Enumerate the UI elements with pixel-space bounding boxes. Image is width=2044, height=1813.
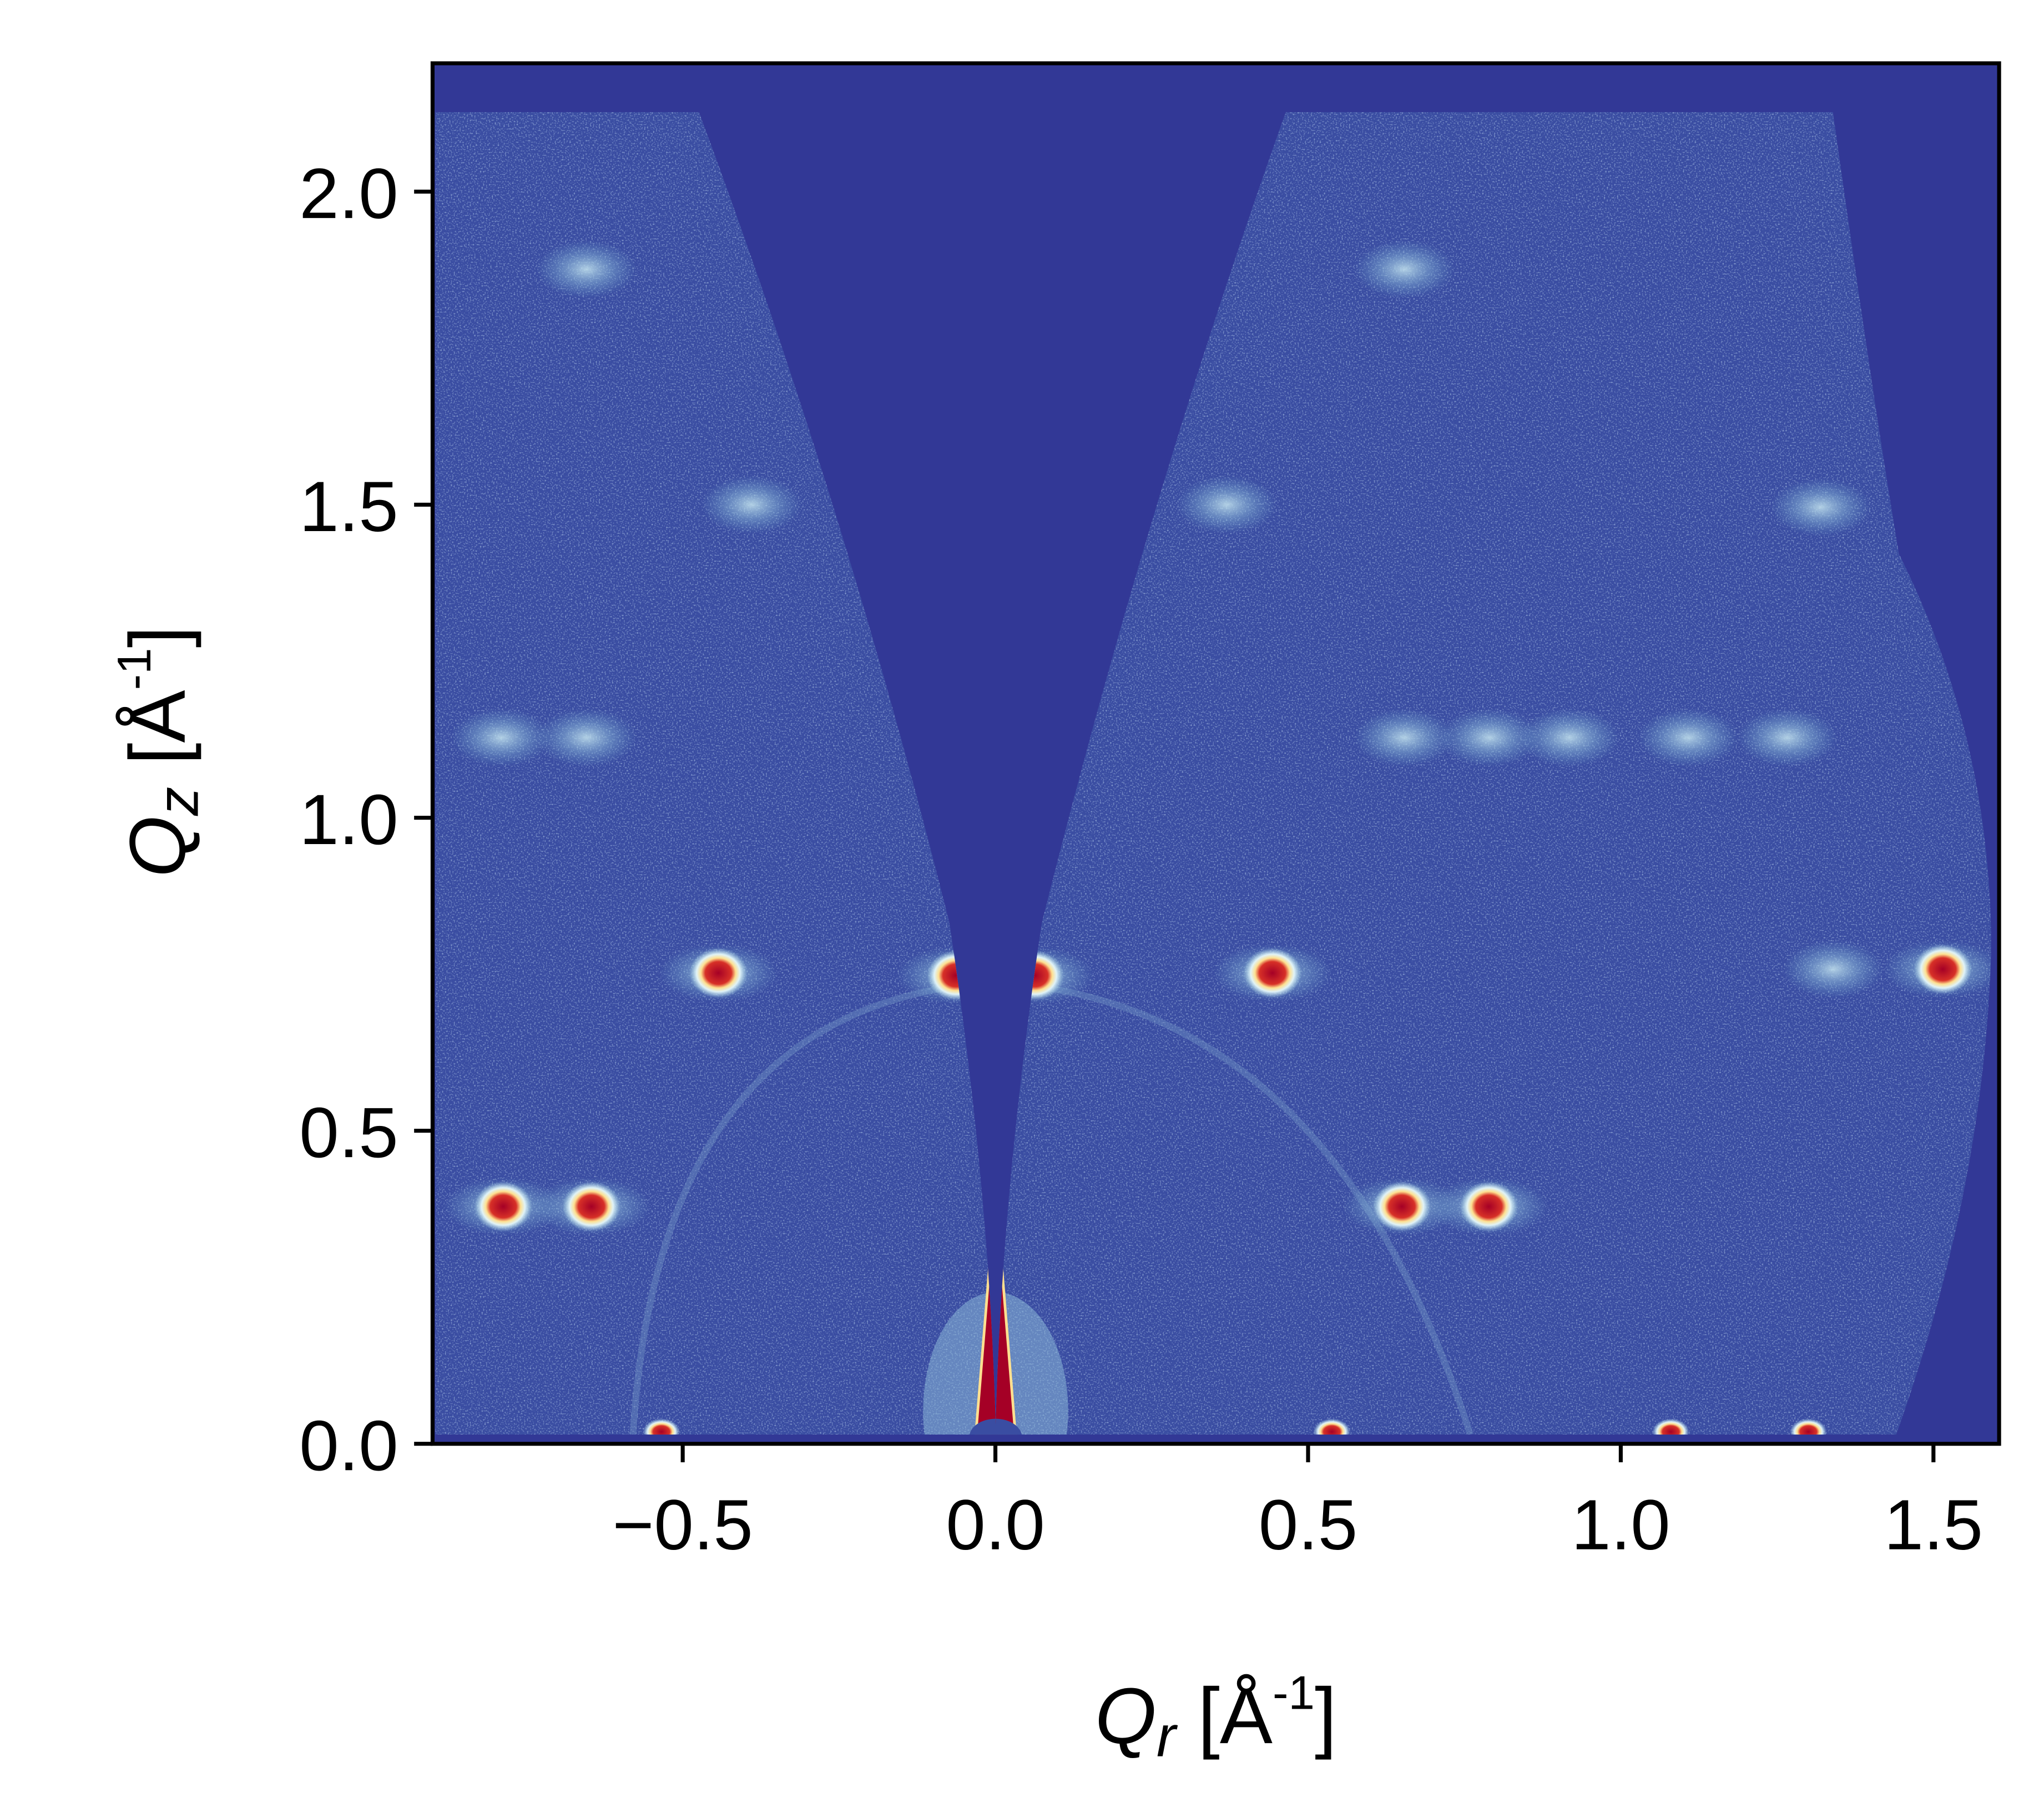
strong-peak (1460, 1181, 1518, 1232)
weak-peak (1354, 708, 1455, 767)
weak-peak (536, 240, 637, 299)
horizon-peak (1313, 1418, 1351, 1435)
x-tick-label: 1.5 (1884, 1486, 1983, 1565)
weak-peak (451, 708, 552, 767)
weak-peak (1177, 476, 1277, 534)
x-tick-label: 0.0 (946, 1486, 1044, 1565)
horizon-peak (643, 1418, 680, 1435)
y-tick-label: 2.0 (299, 154, 398, 234)
weak-peak (1519, 708, 1620, 767)
strong-peak (1243, 948, 1302, 998)
x-tick-label: 1.0 (1571, 1486, 1670, 1565)
plot-frame (430, 61, 2001, 1446)
y-tick-label: 0.5 (299, 1093, 398, 1173)
detector-noise (435, 112, 1991, 1435)
y-tick-label: 1.0 (299, 780, 398, 860)
weak-peak (1737, 708, 1838, 767)
strong-peak (474, 1181, 533, 1232)
horizon-peak (1652, 1418, 1689, 1435)
x-tick-label: −0.5 (613, 1486, 753, 1565)
x-tick-label: 0.5 (1259, 1486, 1357, 1565)
beamstop (969, 1418, 1022, 1435)
horizon-peak (1790, 1418, 1827, 1435)
weak-peak (1770, 478, 1871, 537)
y-tick-label: 1.5 (299, 467, 398, 547)
weak-peak (1439, 708, 1540, 767)
weak-peak (1354, 240, 1455, 299)
weak-peak (701, 476, 802, 534)
weak-peak (1638, 708, 1739, 767)
y-tick-label: 0.0 (299, 1406, 398, 1486)
strong-peak (1372, 1181, 1431, 1232)
x-axis-label: Qr [Å-1] (1095, 1666, 1337, 1769)
strong-peak (1914, 944, 1972, 994)
strong-peak (689, 948, 748, 998)
y-axis-label: Qz [Å-1] (108, 626, 211, 877)
weak-peak (1783, 940, 1884, 998)
strong-peak (562, 1181, 620, 1232)
weak-peak (536, 708, 637, 767)
